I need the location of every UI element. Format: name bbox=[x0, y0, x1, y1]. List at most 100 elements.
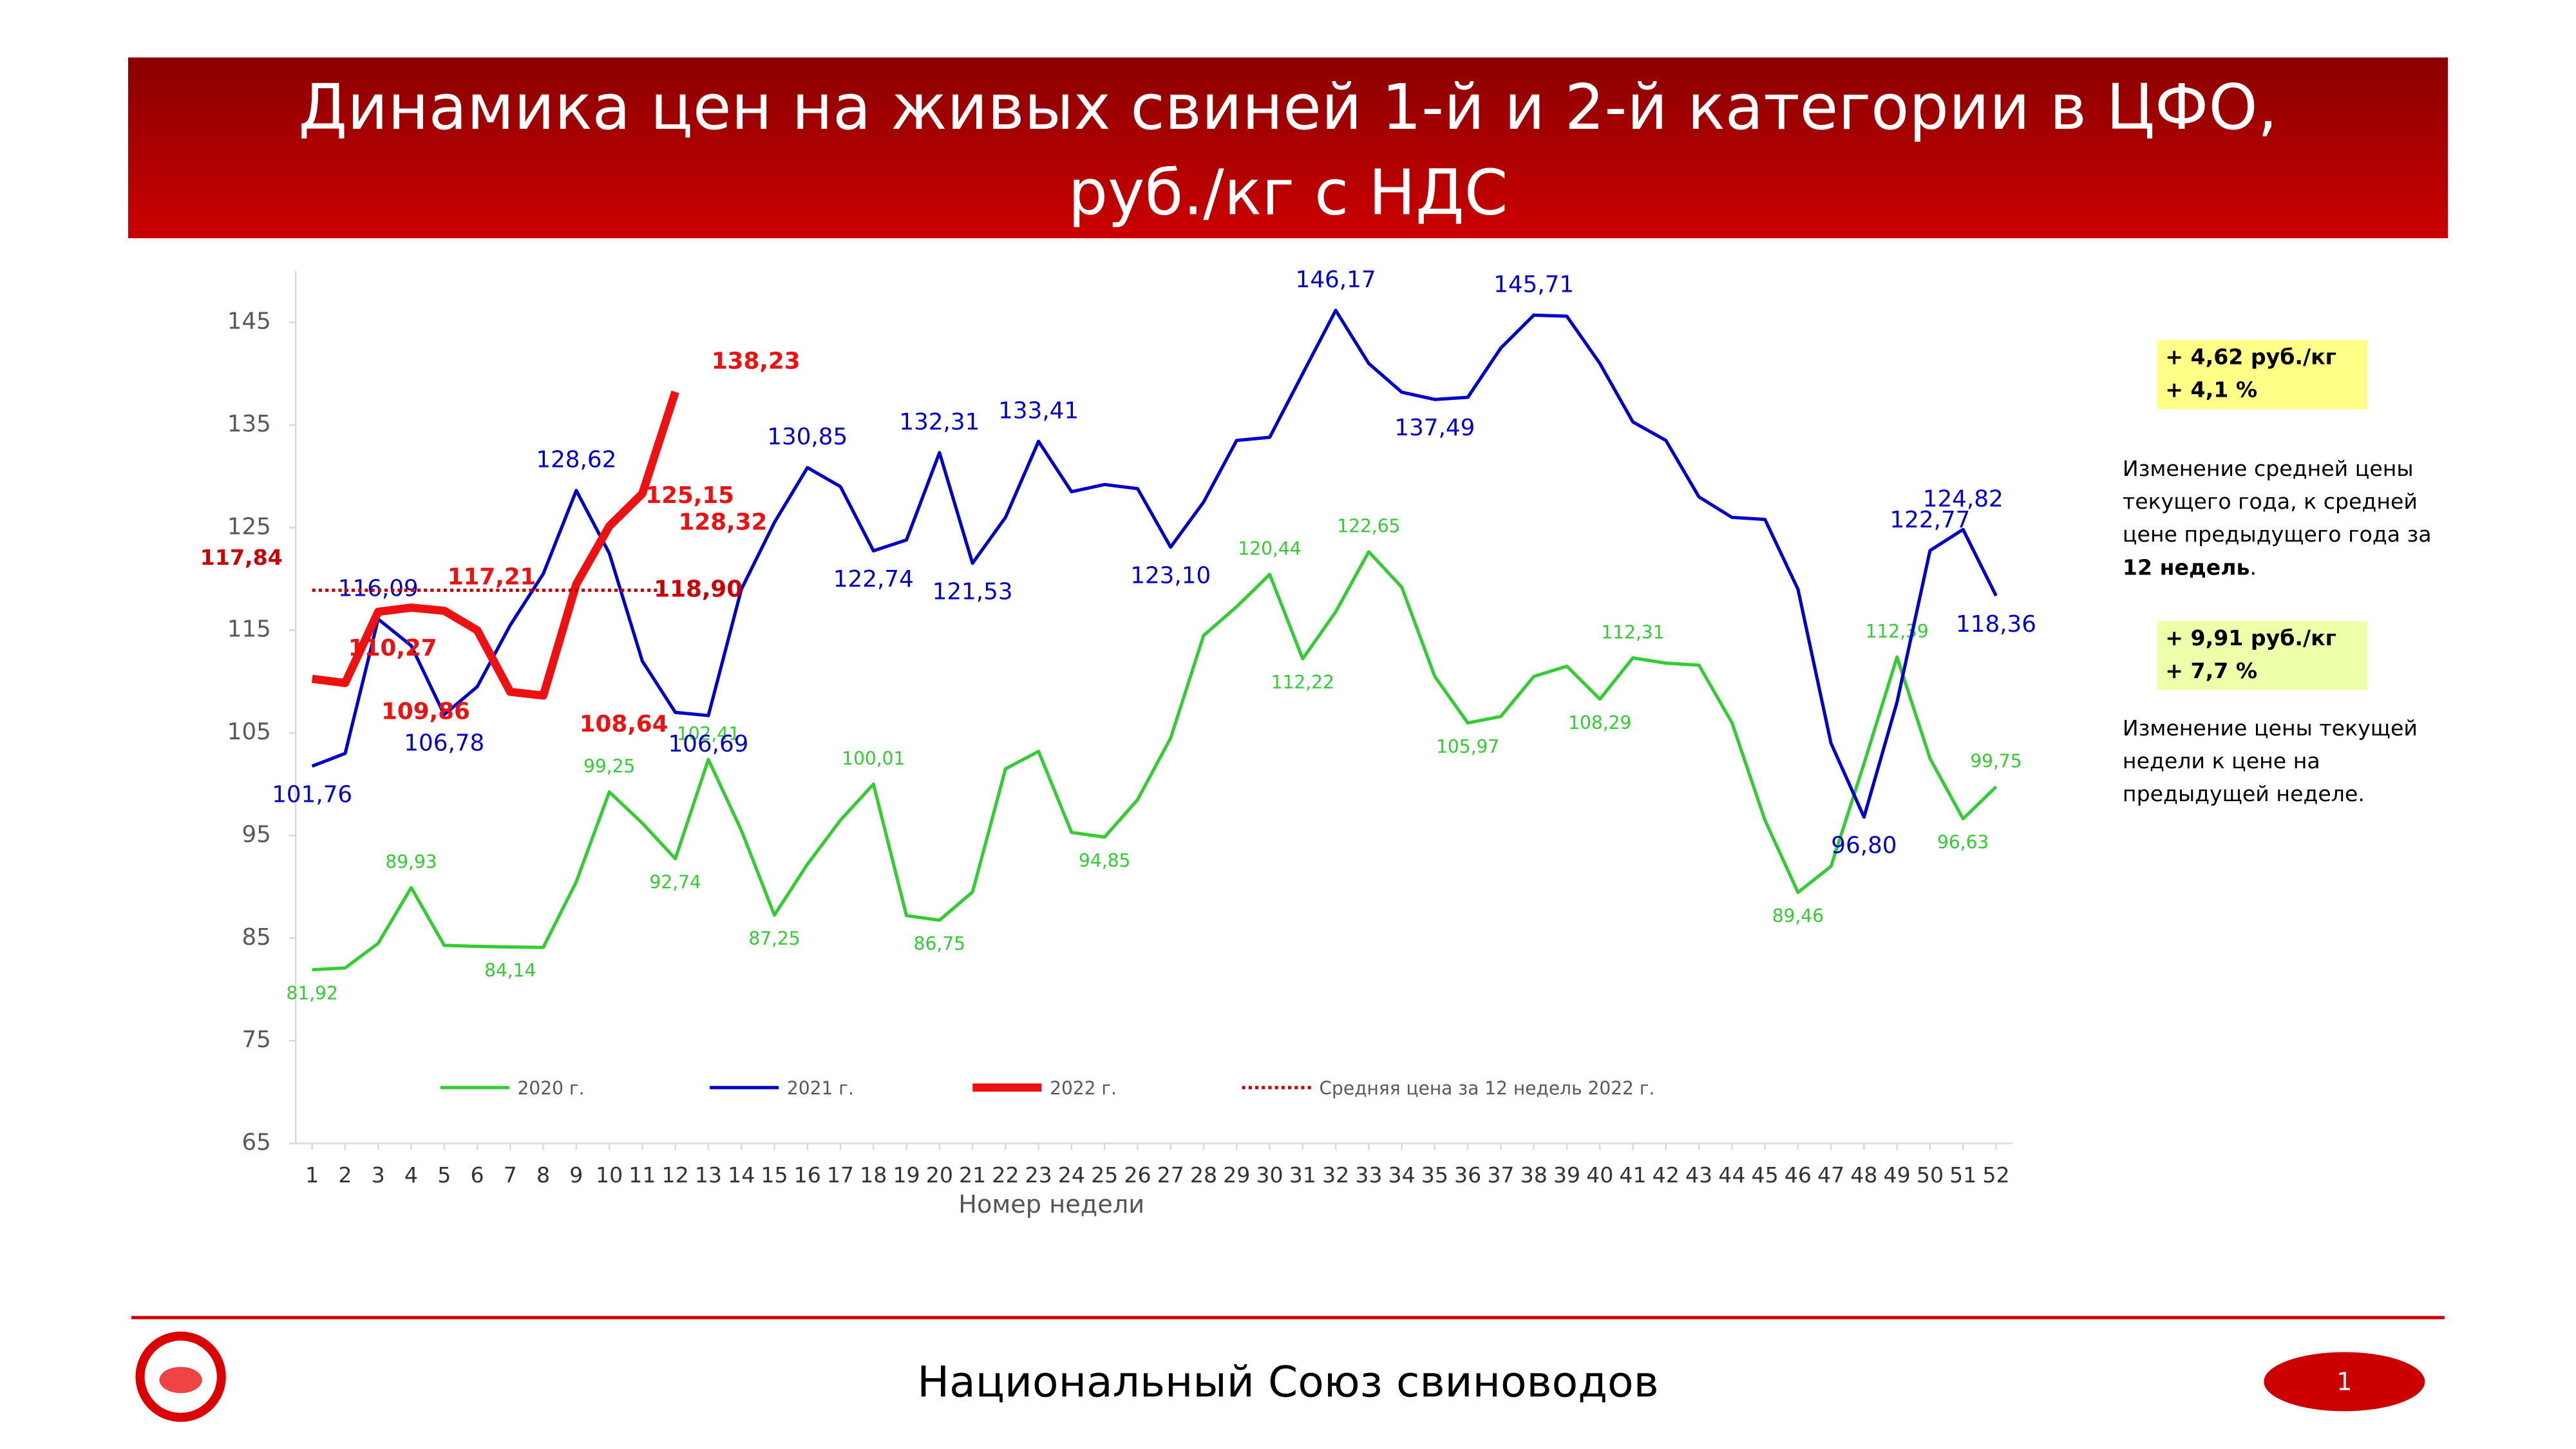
note-text: недели к цене на bbox=[2123, 748, 2320, 773]
annotation: 117,84 bbox=[200, 545, 283, 570]
y-tick-label: 125 bbox=[227, 513, 271, 540]
x-tick-label: 11 bbox=[629, 1162, 656, 1188]
data-label: 125,15 bbox=[645, 482, 734, 509]
data-label: 109,86 bbox=[381, 699, 470, 725]
title-line: руб./кг с НДС bbox=[1068, 156, 1508, 229]
x-tick-label: 20 bbox=[926, 1162, 953, 1188]
note-box-text: + 7,7 % bbox=[2165, 658, 2257, 683]
x-tick-label: 33 bbox=[1355, 1162, 1382, 1188]
logo-pig bbox=[159, 1367, 202, 1394]
data-label: 132,31 bbox=[899, 409, 980, 435]
average-label: 118,90 bbox=[654, 576, 743, 603]
header-bar bbox=[128, 57, 2448, 238]
data-label: 81,92 bbox=[287, 983, 338, 1004]
data-label: 112,39 bbox=[1866, 621, 1929, 642]
x-tick-label: 25 bbox=[1091, 1162, 1118, 1188]
x-tick-label: 32 bbox=[1322, 1162, 1349, 1188]
note-box-text: + 4,1 % bbox=[2165, 377, 2257, 402]
x-tick-label: 34 bbox=[1388, 1162, 1416, 1188]
x-tick-label: 46 bbox=[1785, 1162, 1812, 1188]
legend-label: 2020 г. bbox=[518, 1077, 585, 1099]
x-tick-label: 15 bbox=[761, 1162, 788, 1188]
series-line bbox=[311, 308, 1998, 819]
note-text: предыдущей неделе. bbox=[2123, 781, 2365, 806]
x-tick-label: 49 bbox=[1884, 1162, 1911, 1188]
y-tick-label: 95 bbox=[242, 821, 270, 848]
note-bold: 12 недель bbox=[2123, 554, 2250, 580]
x-tick-label: 24 bbox=[1058, 1162, 1085, 1188]
data-label: 133,41 bbox=[998, 397, 1079, 424]
data-label: 117,21 bbox=[448, 564, 536, 591]
data-label: 84,14 bbox=[484, 960, 536, 981]
x-tick-label: 40 bbox=[1586, 1162, 1613, 1188]
data-label: 87,25 bbox=[748, 928, 800, 949]
x-tick-label: 13 bbox=[695, 1162, 722, 1188]
y-tick-label: 115 bbox=[227, 616, 271, 643]
data-label: 96,63 bbox=[1937, 832, 1989, 853]
x-tick-label: 6 bbox=[470, 1162, 484, 1188]
note-box bbox=[2157, 621, 2368, 690]
note-text: текущего года, к средней bbox=[2123, 489, 2418, 514]
x-tick-label: 31 bbox=[1289, 1162, 1316, 1188]
x-tick-label: 52 bbox=[1982, 1162, 2009, 1188]
x-tick-label: 45 bbox=[1751, 1162, 1778, 1188]
data-label: 92,74 bbox=[650, 872, 701, 893]
footer-text: Национальный Союз свиноводов bbox=[917, 1357, 1658, 1407]
x-tick-label: 12 bbox=[662, 1162, 689, 1188]
x-tick-label: 19 bbox=[893, 1162, 920, 1188]
page-badge bbox=[2264, 1352, 2425, 1412]
x-tick-label: 4 bbox=[404, 1162, 418, 1188]
x-tick-label: 22 bbox=[992, 1162, 1019, 1188]
x-tick-label: 36 bbox=[1454, 1162, 1481, 1188]
data-label: 99,75 bbox=[1970, 750, 2022, 772]
y-tick-label: 65 bbox=[242, 1130, 270, 1156]
data-label: 137,49 bbox=[1394, 415, 1475, 441]
x-tick-label: 10 bbox=[596, 1162, 623, 1188]
x-tick-label: 17 bbox=[827, 1162, 854, 1188]
x-tick-label: 28 bbox=[1190, 1162, 1217, 1188]
x-tick-label: 3 bbox=[372, 1162, 385, 1188]
data-label: 86,75 bbox=[914, 933, 965, 954]
x-tick-label: 35 bbox=[1421, 1162, 1448, 1188]
data-label: 108,29 bbox=[1568, 712, 1631, 734]
data-label: 130,85 bbox=[767, 424, 848, 450]
y-tick-label: 85 bbox=[242, 924, 270, 951]
x-tick-label: 51 bbox=[1949, 1162, 1976, 1188]
x-tick-label: 39 bbox=[1553, 1162, 1580, 1188]
y-tick-label: 105 bbox=[227, 719, 271, 745]
series-line bbox=[311, 390, 679, 700]
data-label: 128,32 bbox=[679, 509, 768, 535]
note-box-text: + 9,91 руб./кг bbox=[2165, 625, 2336, 650]
note-text: цене предыдущего года за bbox=[2123, 522, 2432, 547]
data-label: 128,62 bbox=[536, 447, 616, 473]
data-label: 138,23 bbox=[712, 348, 800, 375]
legend-label: Средняя цена за 12 недель 2022 г. bbox=[1319, 1077, 1654, 1099]
data-label: 112,22 bbox=[1271, 672, 1334, 693]
data-label: 122,74 bbox=[833, 566, 914, 592]
note-tail: . bbox=[2250, 554, 2257, 580]
data-label: 124,82 bbox=[1923, 486, 2003, 512]
data-label: 102,41 bbox=[677, 723, 740, 744]
x-tick-label: 41 bbox=[1619, 1162, 1646, 1188]
x-tick-label: 8 bbox=[536, 1162, 550, 1188]
x-tick-label: 21 bbox=[959, 1162, 986, 1188]
data-label: 146,17 bbox=[1296, 267, 1376, 293]
x-tick-label: 43 bbox=[1685, 1162, 1712, 1188]
data-label: 100,01 bbox=[842, 748, 905, 769]
x-tick-label: 1 bbox=[305, 1162, 319, 1188]
y-tick-label: 135 bbox=[227, 411, 271, 437]
data-label: 108,64 bbox=[580, 711, 668, 737]
data-label: 105,97 bbox=[1436, 736, 1499, 757]
data-label: 122,77 bbox=[1889, 507, 1970, 533]
x-tick-label: 37 bbox=[1487, 1162, 1514, 1188]
x-tick-label: 7 bbox=[504, 1162, 517, 1188]
data-label: 96,80 bbox=[1831, 833, 1897, 859]
data-label: 106,69 bbox=[668, 731, 748, 757]
y-tick-label: 145 bbox=[227, 308, 271, 335]
x-tick-label: 16 bbox=[794, 1162, 821, 1188]
x-tick-label: 48 bbox=[1850, 1162, 1877, 1188]
x-tick-label: 44 bbox=[1718, 1162, 1745, 1188]
data-label: 94,85 bbox=[1079, 850, 1130, 871]
x-tick-label: 2 bbox=[338, 1162, 352, 1188]
